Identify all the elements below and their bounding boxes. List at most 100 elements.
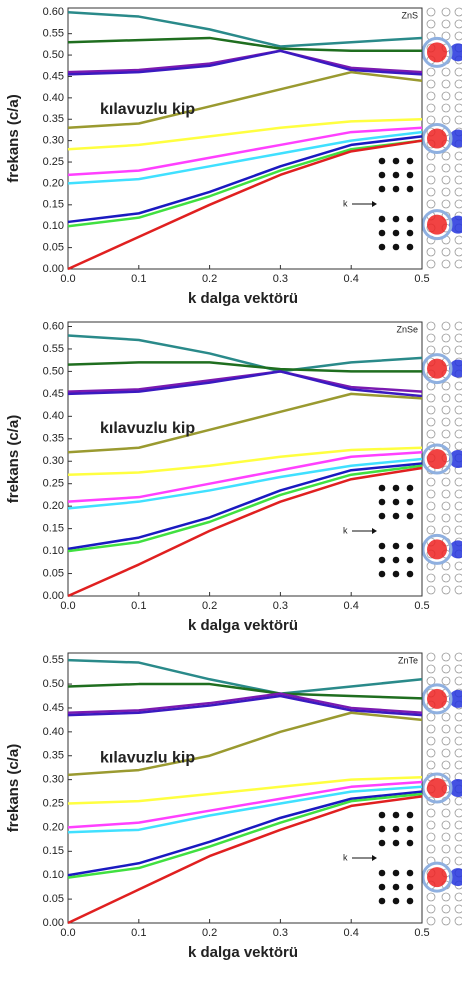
field-blob bbox=[427, 449, 447, 469]
pattern-hole bbox=[426, 820, 436, 830]
inset-label: k bbox=[343, 525, 348, 535]
pattern-hole bbox=[441, 175, 451, 185]
pattern-hole bbox=[441, 832, 451, 842]
pattern-hole bbox=[441, 676, 451, 686]
field-blob bbox=[449, 215, 462, 234]
lattice-dot bbox=[392, 484, 400, 492]
y-tick-label: 0.35 bbox=[43, 113, 64, 125]
y-tick-label: 0.10 bbox=[43, 869, 64, 881]
pattern-hole bbox=[454, 808, 462, 818]
lattice-dot bbox=[406, 484, 414, 492]
inset-arrow-head bbox=[372, 528, 377, 534]
series-line bbox=[67, 334, 423, 373]
pattern-hole bbox=[426, 808, 436, 818]
y-tick-label: 0.45 bbox=[43, 702, 64, 714]
y-tick-label: 0.50 bbox=[43, 49, 64, 61]
pattern-hole bbox=[426, 91, 436, 101]
field-halo bbox=[421, 533, 453, 565]
inset-lattice bbox=[378, 157, 414, 251]
series-line bbox=[67, 682, 423, 700]
lattice-dot bbox=[392, 171, 400, 179]
plot-frame bbox=[67, 7, 423, 270]
y-tick-label: 0.05 bbox=[43, 567, 64, 579]
pattern-hole bbox=[426, 199, 436, 209]
pattern-hole bbox=[426, 748, 436, 758]
pattern-hole bbox=[441, 151, 451, 161]
lattice-dot bbox=[406, 542, 414, 550]
pattern-hole bbox=[426, 501, 436, 511]
side-pattern bbox=[421, 7, 462, 269]
pattern-hole bbox=[454, 712, 462, 722]
lattice-dot bbox=[392, 570, 400, 578]
pattern-hole bbox=[426, 393, 436, 403]
pattern-hole bbox=[454, 115, 462, 125]
pattern-hole bbox=[426, 477, 436, 487]
lattice-dot bbox=[392, 243, 400, 251]
field-blob bbox=[449, 689, 462, 708]
pattern-hole bbox=[426, 67, 436, 77]
lattice-dot bbox=[406, 811, 414, 819]
pattern-hole bbox=[426, 103, 436, 113]
y-tick-label: 0.40 bbox=[43, 92, 64, 104]
inset-label: k bbox=[343, 198, 348, 208]
pattern-hole bbox=[454, 393, 462, 403]
lattice-dot bbox=[378, 171, 386, 179]
pattern-hole bbox=[454, 31, 462, 41]
pattern-hole bbox=[426, 163, 436, 173]
field-halo bbox=[421, 353, 453, 385]
pattern-hole bbox=[426, 573, 436, 583]
y-tick-label: 0.25 bbox=[43, 797, 64, 809]
series-line bbox=[67, 457, 423, 510]
pattern-hole bbox=[441, 67, 451, 77]
pattern-hole bbox=[426, 525, 436, 535]
series-line bbox=[67, 780, 423, 829]
lattice-dot bbox=[406, 215, 414, 223]
field-blob bbox=[449, 129, 462, 148]
pattern-hole bbox=[441, 573, 451, 583]
panel-label: ZnS bbox=[401, 10, 418, 20]
series-line bbox=[67, 370, 423, 398]
pattern-hole bbox=[441, 585, 451, 595]
lattice-dot bbox=[378, 484, 386, 492]
annotation: kılavuzlu kip bbox=[100, 750, 195, 767]
pattern-hole bbox=[454, 429, 462, 439]
series-line bbox=[67, 135, 423, 224]
pattern-hole bbox=[441, 465, 451, 475]
pattern-hole bbox=[441, 664, 451, 674]
pattern-hole bbox=[454, 736, 462, 746]
pattern-hole bbox=[454, 441, 462, 451]
y-tick-label: 0.15 bbox=[43, 199, 64, 211]
pattern-hole bbox=[426, 916, 436, 926]
pattern-hole bbox=[441, 736, 451, 746]
pattern-hole bbox=[454, 820, 462, 830]
pattern-hole bbox=[426, 19, 436, 29]
pattern-hole bbox=[426, 7, 436, 17]
series-line bbox=[67, 694, 423, 717]
pattern-hole bbox=[441, 513, 451, 523]
field-blob bbox=[427, 358, 447, 379]
pattern-hole bbox=[426, 187, 436, 197]
series-line bbox=[67, 462, 423, 551]
inset-lattice bbox=[378, 811, 414, 905]
series-line bbox=[67, 139, 423, 271]
pattern-hole bbox=[454, 345, 462, 355]
lattice-dot bbox=[406, 825, 414, 833]
pattern-hole bbox=[441, 321, 451, 331]
pattern-hole bbox=[454, 175, 462, 185]
x-tick-label: 0.1 bbox=[131, 273, 146, 285]
series-line bbox=[67, 139, 423, 228]
lattice-dot bbox=[378, 883, 386, 891]
y-tick-label: 0.40 bbox=[43, 410, 64, 422]
lattice-dot bbox=[378, 556, 386, 564]
field-halo bbox=[421, 443, 453, 475]
field-blob bbox=[427, 688, 447, 709]
lattice-dot bbox=[406, 512, 414, 520]
y-tick-label: 0.50 bbox=[43, 365, 64, 377]
pattern-hole bbox=[454, 561, 462, 571]
x-tick-label: 0.2 bbox=[202, 273, 217, 285]
pattern-hole bbox=[426, 489, 436, 499]
lattice-dot bbox=[406, 498, 414, 506]
pattern-hole bbox=[426, 892, 436, 902]
pattern-hole bbox=[426, 429, 436, 439]
